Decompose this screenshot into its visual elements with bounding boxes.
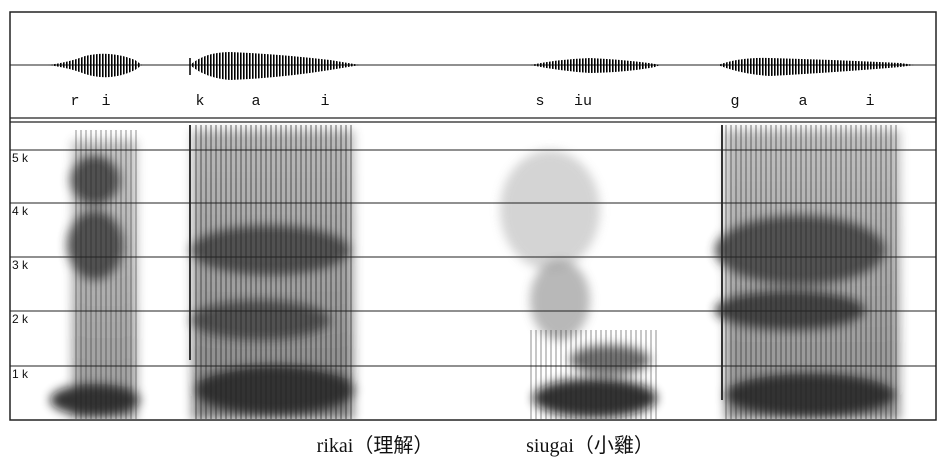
frequency-label: 4 k (12, 204, 29, 218)
figure: r i k a i s iu g a i (0, 0, 941, 462)
phoneme: i (865, 93, 874, 110)
frequency-label: 1 k (12, 367, 29, 381)
spectrogram (50, 125, 900, 420)
phoneme: k (195, 93, 204, 110)
phoneme: s (535, 93, 544, 110)
frequency-label: 2 k (12, 312, 29, 326)
phoneme: g (730, 93, 739, 110)
phoneme: a (798, 93, 807, 110)
phoneme: i (101, 93, 110, 110)
phoneme: i (320, 93, 329, 110)
caption: siugai（小雞） (526, 434, 654, 457)
waveform (10, 52, 936, 80)
phoneme: r (70, 93, 79, 110)
frequency-label: 5 k (12, 151, 29, 165)
phoneme: a (251, 93, 260, 110)
phoneme-labels: r i k a i s iu g a i (70, 93, 874, 110)
frequency-label: 3 k (12, 258, 29, 272)
caption: rikai（理解） (317, 434, 434, 457)
phoneme: iu (574, 93, 592, 110)
